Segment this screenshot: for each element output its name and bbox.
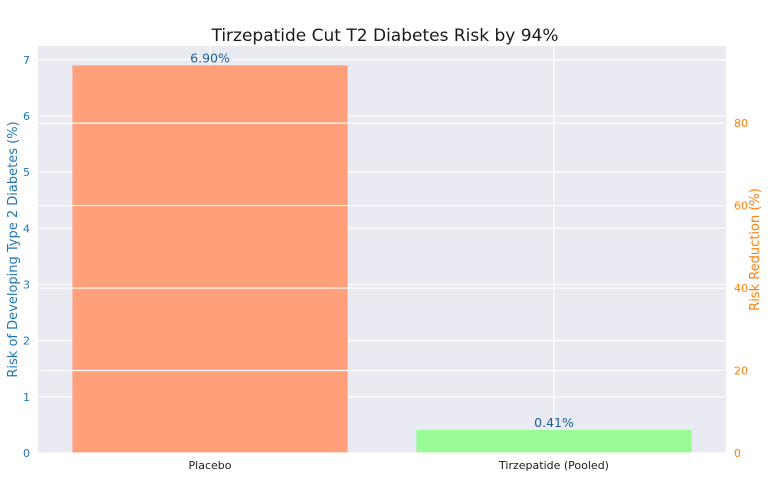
bars: [72, 65, 692, 453]
right-tick-label: 80: [734, 117, 748, 130]
bar-1: [416, 429, 692, 453]
right-tick-label: 40: [734, 282, 748, 295]
bar-0: [72, 65, 348, 453]
right-y-axis-ticks: 0 20 40 60 80: [734, 117, 748, 460]
bar-value-label: 6.90%: [190, 50, 230, 65]
x-axis-ticks: Placebo Tirzepatide (Pooled): [189, 459, 609, 472]
x-tick-label: Placebo: [189, 459, 232, 472]
left-tick-label: 6: [23, 110, 30, 123]
bar-value-label: 0.41%: [534, 415, 574, 430]
left-tick-label: 0: [23, 447, 30, 460]
right-tick-label: 0: [734, 447, 741, 460]
left-tick-label: 5: [23, 166, 30, 179]
bar-value-labels: 6.90% 0.41%: [38, 50, 726, 454]
left-tick-label: 4: [23, 222, 30, 235]
left-tick-label: 7: [23, 54, 30, 67]
left-tick-label: 1: [23, 391, 30, 404]
left-y-axis-ticks: 0 1 2 3 4 5 6 7: [23, 54, 30, 460]
left-tick-label: 2: [23, 335, 30, 348]
x-tick-label: Tirzepatide (Pooled): [498, 459, 609, 472]
left-y-axis-label: Risk of Developing Type 2 Diabetes (%): [6, 121, 21, 377]
left-tick-label: 3: [23, 278, 30, 291]
chart-title: Tirzepatide Cut T2 Diabetes Risk by 94%: [210, 26, 558, 46]
right-y-axis-label: Risk Reduction (%): [748, 188, 763, 311]
right-tick-label: 60: [734, 200, 748, 213]
right-tick-label: 20: [734, 365, 748, 378]
